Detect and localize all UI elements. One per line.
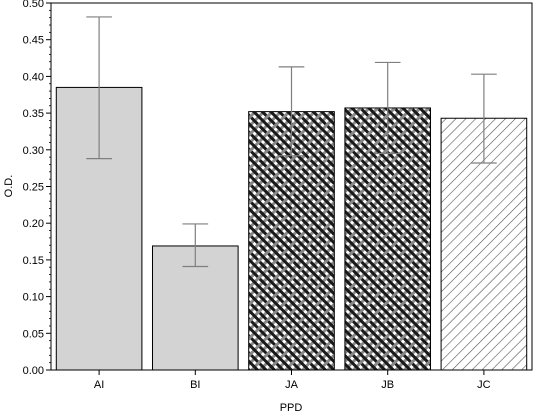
error-bars (86, 16, 497, 268)
y-tick-label-2: 0.10 (23, 292, 44, 304)
y-tick-label-6: 0.30 (23, 145, 44, 157)
y-tick-label-7: 0.35 (23, 108, 44, 120)
x-tick-label-ai: AI (94, 379, 104, 391)
y-tick-label-1: 0.05 (23, 328, 44, 340)
y-tick-label-3: 0.15 (23, 255, 44, 267)
x-axis-title: PPD (280, 402, 303, 414)
x-tick-label-jb: JB (381, 379, 394, 391)
y-tick-label-8: 0.40 (23, 71, 44, 83)
y-axis-title: O.D. (3, 175, 15, 198)
x-axis: AI BI JA JB JC (94, 370, 491, 391)
y-axis: 0.00 0.05 0.10 0.15 0.20 0.25 0.30 0.35 0.40 0.45… (23, 0, 51, 377)
x-tick-label-ja: JA (285, 379, 299, 391)
y-tick-label-5: 0.25 (23, 182, 44, 194)
bar-bi (151, 245, 239, 371)
y-tick-label-9: 0.45 (23, 35, 44, 47)
x-tick-label-bi: BI (190, 379, 200, 391)
y-tick-label-0: 0.00 (23, 365, 44, 377)
x-tick-label-jc: JC (477, 379, 491, 391)
y-tick-label-10: 0.50 (23, 0, 44, 10)
y-tick-label-4: 0.20 (23, 218, 44, 230)
